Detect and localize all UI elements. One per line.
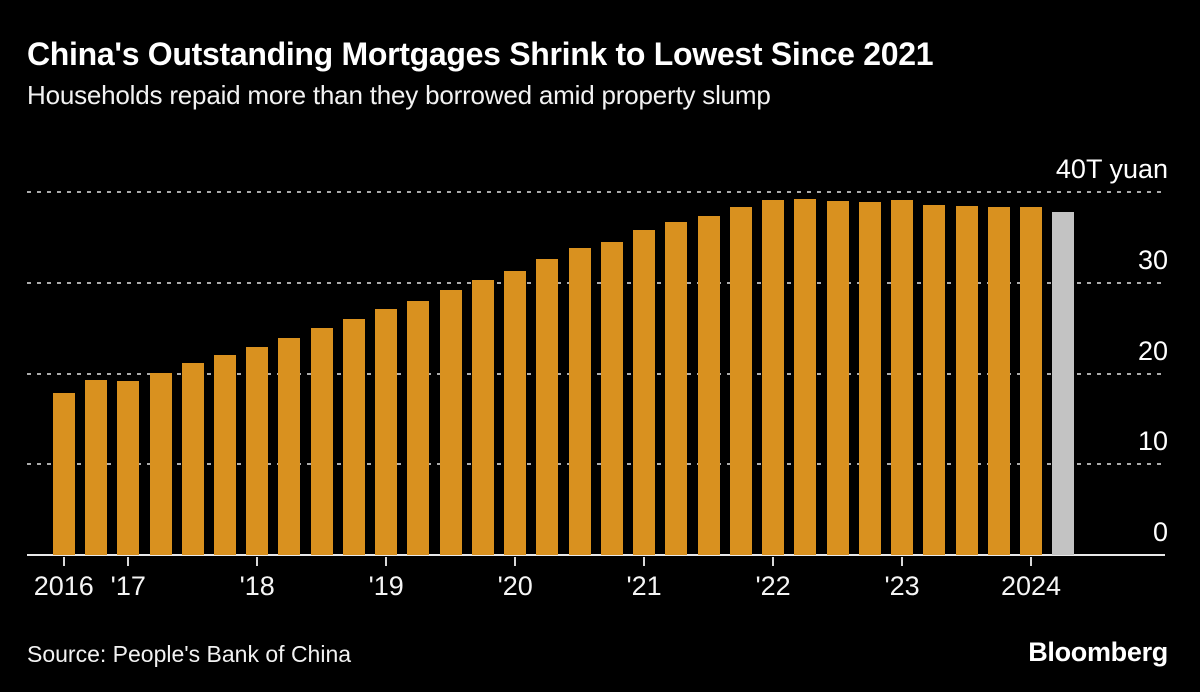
bar-2022-q2 bbox=[794, 199, 817, 555]
source-note: Source: People's Bank of China bbox=[27, 641, 352, 667]
x-tick-2016 bbox=[62, 557, 65, 566]
bar-2018-q1 bbox=[246, 347, 269, 555]
x-tick--21 bbox=[643, 557, 646, 566]
bar-2019-q4 bbox=[471, 280, 494, 555]
y-axis-label-20: 20 bbox=[1137, 335, 1168, 366]
bar-2019-q1 bbox=[375, 309, 398, 555]
bar-2018-q3 bbox=[310, 328, 333, 555]
x-axis-label--21: '21 bbox=[626, 571, 662, 601]
bar-2020-q2 bbox=[536, 259, 559, 555]
x-axis-label-2016: 2016 bbox=[33, 571, 94, 601]
y-axis-label-0: 0 bbox=[1152, 517, 1168, 547]
bar-2017-q1 bbox=[117, 380, 140, 555]
chart-title: China's Outstanding Mortgages Shrink to … bbox=[27, 36, 934, 72]
x-tick--22 bbox=[772, 557, 775, 566]
bar-2020-q1 bbox=[504, 270, 527, 555]
bar-2018-q2 bbox=[278, 338, 301, 555]
gridline-40 bbox=[27, 191, 1165, 193]
x-tick--18 bbox=[256, 557, 259, 566]
bar-2021-q2 bbox=[665, 221, 688, 555]
x-tick--23 bbox=[901, 557, 904, 566]
bar-2023-q3 bbox=[955, 205, 978, 555]
x-axis-label--22: '22 bbox=[755, 571, 791, 601]
bar-2017-q4 bbox=[214, 355, 236, 555]
bar-2019-q3 bbox=[439, 290, 462, 555]
bar-2021-q4 bbox=[729, 206, 752, 555]
x-tick--19 bbox=[385, 557, 388, 566]
bar-2018-q4 bbox=[342, 319, 365, 555]
bar-2023-q4 bbox=[987, 207, 1010, 555]
bar-2024-q2 bbox=[1052, 211, 1075, 555]
chart-subtitle: Households repaid more than they borrowe… bbox=[27, 80, 771, 110]
bar-2020-q3 bbox=[568, 248, 591, 555]
x-axis-label--23: '23 bbox=[884, 571, 920, 601]
bar-2017-q2 bbox=[149, 372, 172, 555]
y-axis-label-30: 30 bbox=[1137, 244, 1168, 275]
bar-2022-q4 bbox=[858, 201, 881, 555]
x-tick--17 bbox=[127, 557, 130, 566]
bar-2020-q4 bbox=[600, 241, 623, 555]
gridline-10 bbox=[27, 463, 1165, 466]
x-axis-baseline bbox=[27, 554, 1165, 556]
x-tick--20 bbox=[514, 557, 517, 566]
bar-2022-q3 bbox=[826, 201, 849, 555]
x-axis-label--19: '19 bbox=[368, 571, 404, 601]
x-axis-label--18: '18 bbox=[239, 571, 275, 601]
bar-2021-q3 bbox=[697, 215, 720, 555]
bar-2019-q2 bbox=[407, 300, 430, 555]
x-axis-label-2024: 2024 bbox=[1000, 571, 1062, 601]
x-axis-label--17: '17 bbox=[110, 571, 146, 601]
gridline-30 bbox=[27, 281, 1165, 284]
bar-2023-q2 bbox=[923, 204, 946, 555]
x-axis-label--20: '20 bbox=[497, 571, 533, 601]
bar-2017-q3 bbox=[181, 362, 204, 555]
bar-2022-q1 bbox=[762, 200, 785, 555]
bar-2016-q3 bbox=[52, 392, 75, 555]
x-tick-2024 bbox=[1030, 557, 1032, 566]
gridline-20 bbox=[27, 372, 1165, 375]
bar-2021-q1 bbox=[633, 230, 656, 555]
y-axis-label-40t-yuan: 40T yuan bbox=[1055, 154, 1168, 184]
bar-2016-q4 bbox=[85, 379, 108, 555]
y-axis-label-10: 10 bbox=[1137, 426, 1168, 457]
bar-2024-q1 bbox=[1020, 207, 1042, 555]
bar-2023-q1 bbox=[891, 200, 914, 555]
bloomberg-logo: Bloomberg bbox=[1028, 637, 1168, 667]
